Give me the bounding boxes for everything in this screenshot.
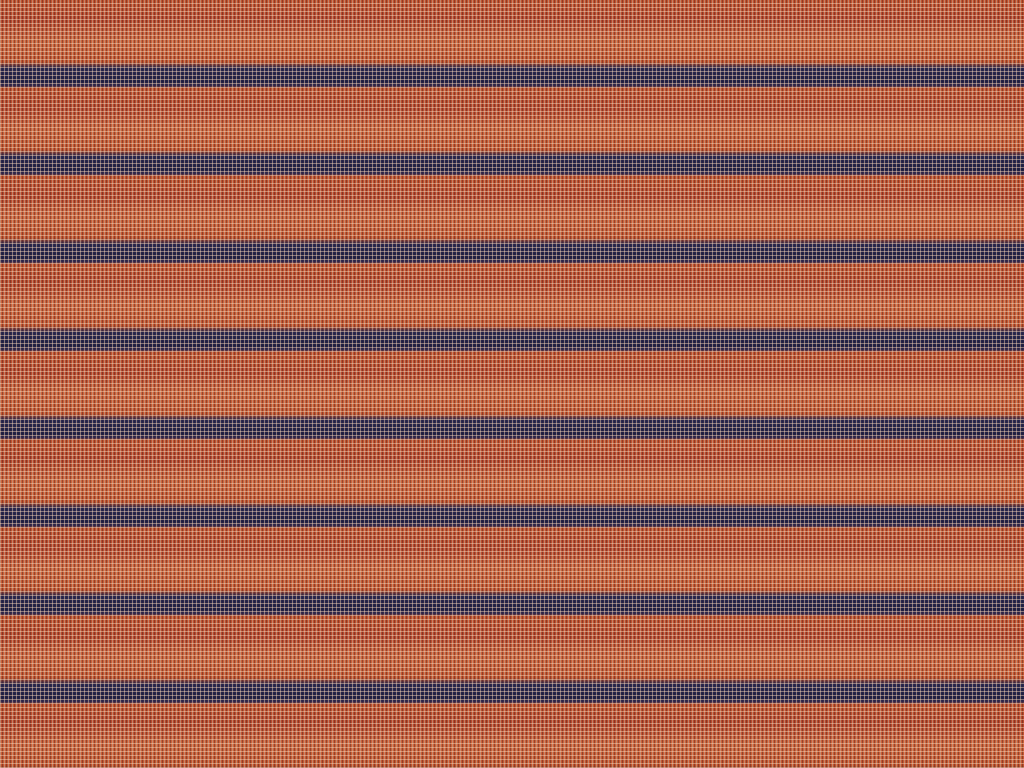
- desktop-wallpaper: [0, 0, 1024, 768]
- page: (() => { const data = JSON.parse(documen…: [0, 0, 1024, 768]
